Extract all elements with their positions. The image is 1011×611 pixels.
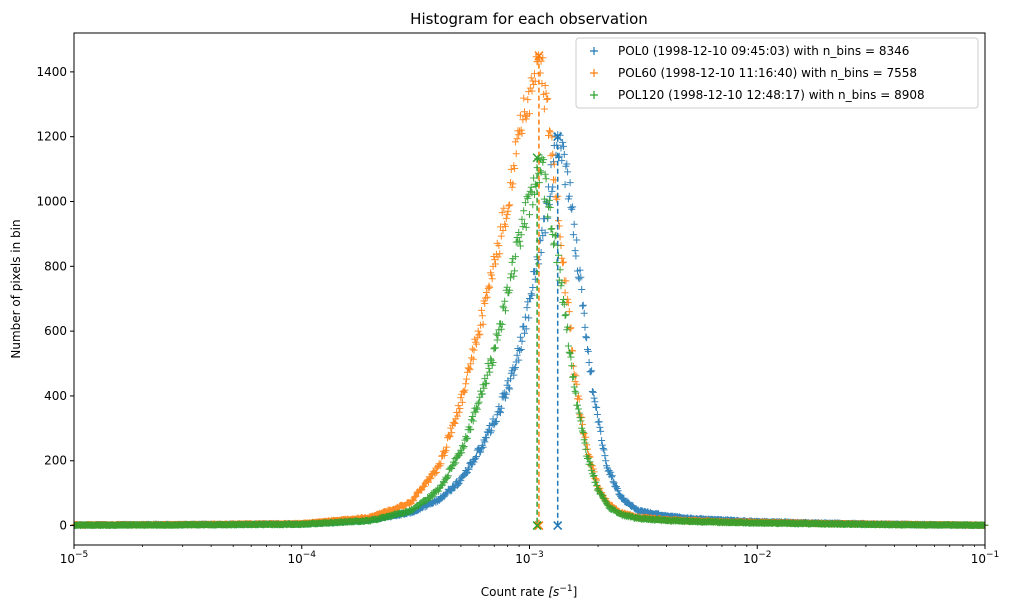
legend-label: POL120 (1998-12-10 12:48:17) with n_bins… <box>618 88 925 102</box>
peak-marker-1 <box>534 51 544 531</box>
legend-marker <box>590 91 598 99</box>
peak-x-marker <box>553 132 563 142</box>
y-tick-label: 0 <box>59 519 67 533</box>
legend: POL0 (1998-12-10 09:45:03) with n_bins =… <box>575 37 979 109</box>
x-axis-label: Count rate [s−1] <box>481 584 578 599</box>
x-axis: 10−5 10−4 10−3 10−2 10−1 <box>60 545 1000 566</box>
legend-label: POL0 (1998-12-10 09:45:03) with n_bins =… <box>618 44 909 58</box>
x-axis-label-main: Count rate <box>481 585 549 599</box>
peak-x-marker <box>532 153 542 163</box>
legend-entry: POL0 (1998-12-10 09:45:03) with n_bins =… <box>590 44 909 58</box>
y-tick-label: 600 <box>44 324 67 338</box>
x-tick-label: 10−4 <box>287 550 316 566</box>
peak-x-marker <box>553 521 563 531</box>
y-tick-label: 800 <box>44 259 67 273</box>
peak-marker-2 <box>532 153 542 531</box>
peak-marker-0 <box>553 132 563 531</box>
legend-box <box>575 37 979 109</box>
y-tick-label: 1400 <box>36 65 67 79</box>
peak-x-marker <box>532 521 542 531</box>
peak-marker-layer <box>532 51 563 531</box>
peak-x-marker <box>534 51 544 61</box>
legend-label: POL60 (1998-12-10 11:16:40) with n_bins … <box>618 66 917 80</box>
y-axis: 0 200 400 600 800 1000 1200 1400 <box>36 65 74 533</box>
y-tick-label: 200 <box>44 454 67 468</box>
chart-title: Histogram for each observation <box>410 10 648 28</box>
plot-area <box>70 32 989 546</box>
x-tick-label: 10−1 <box>971 550 1000 566</box>
legend-entry: POL60 (1998-12-10 11:16:40) with n_bins … <box>590 66 917 80</box>
legend-marker <box>590 69 598 77</box>
x-tick-label: 10−3 <box>515 550 544 566</box>
x-tick-label: 10−5 <box>60 550 89 566</box>
x-axis-label-exponent: −1 <box>559 584 572 594</box>
legend-marker <box>590 47 598 55</box>
peak-x-marker <box>534 521 544 531</box>
y-tick-label: 400 <box>44 389 67 403</box>
x-axis-label-unit: s <box>553 585 559 599</box>
y-tick-label: 1200 <box>36 130 67 144</box>
x-tick-label: 10−2 <box>743 550 772 566</box>
y-axis-label: Number of pixels in bin <box>9 219 23 358</box>
y-tick-label: 1000 <box>36 195 67 209</box>
legend-entry: POL120 (1998-12-10 12:48:17) with n_bins… <box>590 88 925 102</box>
